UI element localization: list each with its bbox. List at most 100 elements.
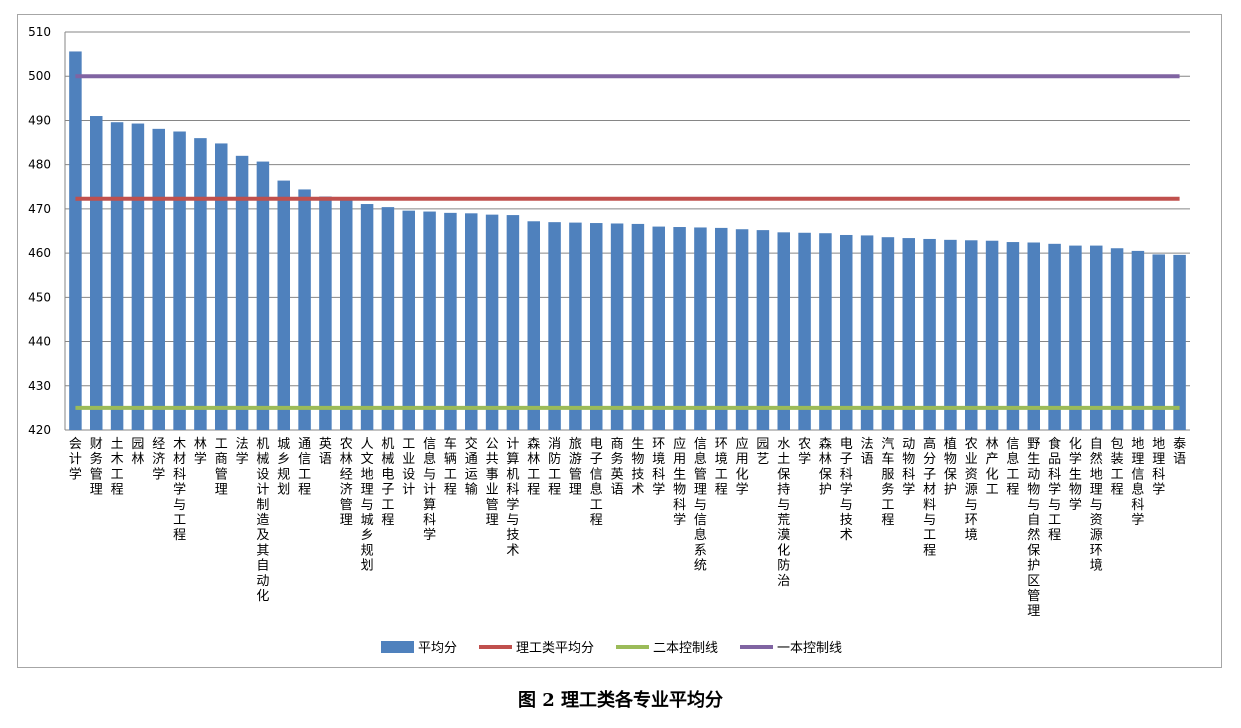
y-tick-label: 490 <box>28 113 51 127</box>
bar <box>1110 248 1124 430</box>
x-tick-label: 工业设计 <box>402 437 415 498</box>
bar <box>173 131 186 430</box>
bar <box>1027 242 1040 430</box>
x-tick-label: 经济学 <box>152 437 165 482</box>
x-tick-label: 水土保持与荒漠化防治 <box>777 437 790 589</box>
x-tick-label: 农业资源与环境 <box>965 437 978 543</box>
bar <box>527 221 540 430</box>
bar <box>402 210 415 430</box>
bar <box>110 122 124 431</box>
bar <box>235 155 249 431</box>
bar <box>673 227 686 430</box>
legend-swatch <box>381 641 414 653</box>
x-tick-label: 城乡规划 <box>277 437 290 498</box>
bar <box>735 229 749 430</box>
x-tick-label: 信息与计算科学 <box>423 437 436 543</box>
bar <box>944 239 957 430</box>
bar <box>1006 242 1020 430</box>
bar <box>215 143 228 430</box>
bar <box>465 213 478 430</box>
bar <box>1152 254 1165 430</box>
x-tick-label: 交通运输 <box>465 436 478 498</box>
y-tick-label: 420 <box>28 423 51 437</box>
x-tick-label: 公共事业管理 <box>486 437 499 528</box>
x-tick-label: 农学 <box>798 437 811 467</box>
bar <box>152 128 165 430</box>
x-tick-label: 环境工程 <box>715 437 728 498</box>
bar <box>485 214 499 430</box>
bar <box>298 189 311 430</box>
bar <box>902 238 915 430</box>
x-tick-label: 植物保护 <box>944 437 957 498</box>
bar <box>652 226 665 430</box>
x-tick-label: 旅游管理 <box>569 437 582 498</box>
x-tick-label: 商务英语 <box>611 437 624 498</box>
bar <box>548 222 561 430</box>
bar <box>840 234 853 430</box>
y-tick-label: 430 <box>28 379 51 393</box>
legend-label: 二本控制线 <box>653 641 718 656</box>
bar <box>319 196 332 430</box>
bar <box>277 180 290 430</box>
x-tick-label: 英语 <box>319 437 332 467</box>
x-tick-label: 计算机科学与技术 <box>506 437 519 558</box>
bar <box>90 116 103 431</box>
bar <box>715 227 728 430</box>
x-tick-label: 消防工程 <box>548 437 561 498</box>
x-tick-label: 动物科学 <box>902 437 915 498</box>
bar <box>340 198 353 430</box>
bar <box>444 212 457 430</box>
bar <box>569 222 582 430</box>
x-tick-label: 土木工程 <box>111 437 124 498</box>
y-tick-label: 510 <box>28 25 51 39</box>
x-tick-label: 电子科学与技术 <box>840 437 853 543</box>
bar <box>860 235 874 430</box>
x-tick-label: 木材科学与工程 <box>173 437 186 543</box>
bar <box>1048 243 1061 430</box>
bar-chart: 420 430 440 450 460 470 480 490 500 510 会计学财务管理土木工… <box>28 25 1190 656</box>
bar <box>194 138 207 430</box>
legend-label: 平均分 <box>418 641 457 656</box>
x-tick-label: 生物技术 <box>631 437 644 498</box>
x-tick-label: 机械电子工程 <box>381 437 394 528</box>
x-tick-label: 应用化学 <box>736 436 749 498</box>
x-tick-label: 林学 <box>194 437 207 467</box>
bar <box>923 238 936 430</box>
x-tick-label: 森林工程 <box>527 437 540 498</box>
bar <box>694 227 707 430</box>
x-tick-label: 森林保护 <box>819 437 832 498</box>
bar <box>590 223 603 430</box>
x-tick-label: 法学 <box>236 437 249 467</box>
bar <box>1090 245 1103 430</box>
bar <box>360 204 374 430</box>
bar <box>1173 254 1186 430</box>
bar <box>985 240 999 430</box>
bar <box>131 123 145 430</box>
x-tick-label: 食品科学与工程 <box>1048 436 1061 543</box>
y-tick-label: 460 <box>28 246 51 260</box>
legend-label: 一本控制线 <box>777 641 842 656</box>
x-tick-label: 地理信息科学 <box>1131 437 1144 528</box>
x-tick-label: 化学生物学 <box>1069 437 1082 513</box>
bar <box>381 207 395 430</box>
x-tick-label: 环境科学 <box>652 437 665 498</box>
x-tick-label: 财务管理 <box>90 437 103 498</box>
x-tick-label: 园林 <box>131 437 144 467</box>
x-tick-label: 工商管理 <box>215 437 228 498</box>
x-tick-label: 野生动物与自然保护区管理 <box>1027 437 1040 619</box>
x-tick-label: 农林经济管理 <box>340 437 353 528</box>
x-tick-label: 通信工程 <box>298 437 311 498</box>
x-tick-label: 林产化工 <box>986 437 999 498</box>
legend-label: 理工类平均分 <box>516 641 594 656</box>
x-tick-label: 会计学 <box>69 437 82 482</box>
y-tick-label: 450 <box>28 290 51 304</box>
bar <box>423 211 436 430</box>
x-tick-label: 人文地理与城乡规划 <box>361 437 374 574</box>
x-tick-label: 法语 <box>861 437 874 467</box>
bar <box>610 223 624 430</box>
chart-frame: 420 430 440 450 460 470 480 490 500 510 会计学 财务管理 土木工… <box>17 14 1222 668</box>
x-tick-label: 高分子材料与工程 <box>923 436 936 558</box>
x-tick-label: 汽车服务工程 <box>881 437 894 528</box>
x-tick-label: 信息工程 <box>1006 437 1019 498</box>
bar <box>777 232 790 430</box>
